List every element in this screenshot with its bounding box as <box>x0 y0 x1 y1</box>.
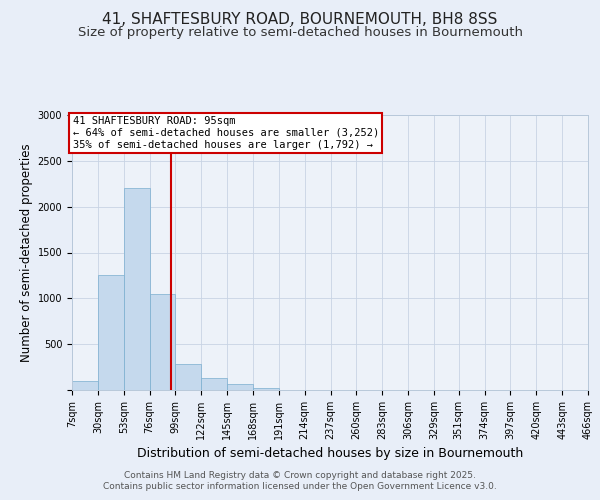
Text: Contains public sector information licensed under the Open Government Licence v3: Contains public sector information licen… <box>103 482 497 491</box>
Y-axis label: Number of semi-detached properties: Number of semi-detached properties <box>20 143 34 362</box>
Bar <box>253 388 279 390</box>
Text: Contains HM Land Registry data © Crown copyright and database right 2025.: Contains HM Land Registry data © Crown c… <box>124 471 476 480</box>
Bar <box>227 384 253 390</box>
X-axis label: Distribution of semi-detached houses by size in Bournemouth: Distribution of semi-detached houses by … <box>137 448 523 460</box>
Bar <box>149 294 175 390</box>
Text: 41 SHAFTESBURY ROAD: 95sqm
← 64% of semi-detached houses are smaller (3,252)
35%: 41 SHAFTESBURY ROAD: 95sqm ← 64% of semi… <box>73 116 379 150</box>
Bar <box>72 381 98 390</box>
Bar <box>175 364 201 390</box>
Text: 41, SHAFTESBURY ROAD, BOURNEMOUTH, BH8 8SS: 41, SHAFTESBURY ROAD, BOURNEMOUTH, BH8 8… <box>103 12 497 28</box>
Bar <box>124 188 149 390</box>
Bar <box>98 276 124 390</box>
Text: Size of property relative to semi-detached houses in Bournemouth: Size of property relative to semi-detach… <box>77 26 523 39</box>
Bar <box>201 378 227 390</box>
